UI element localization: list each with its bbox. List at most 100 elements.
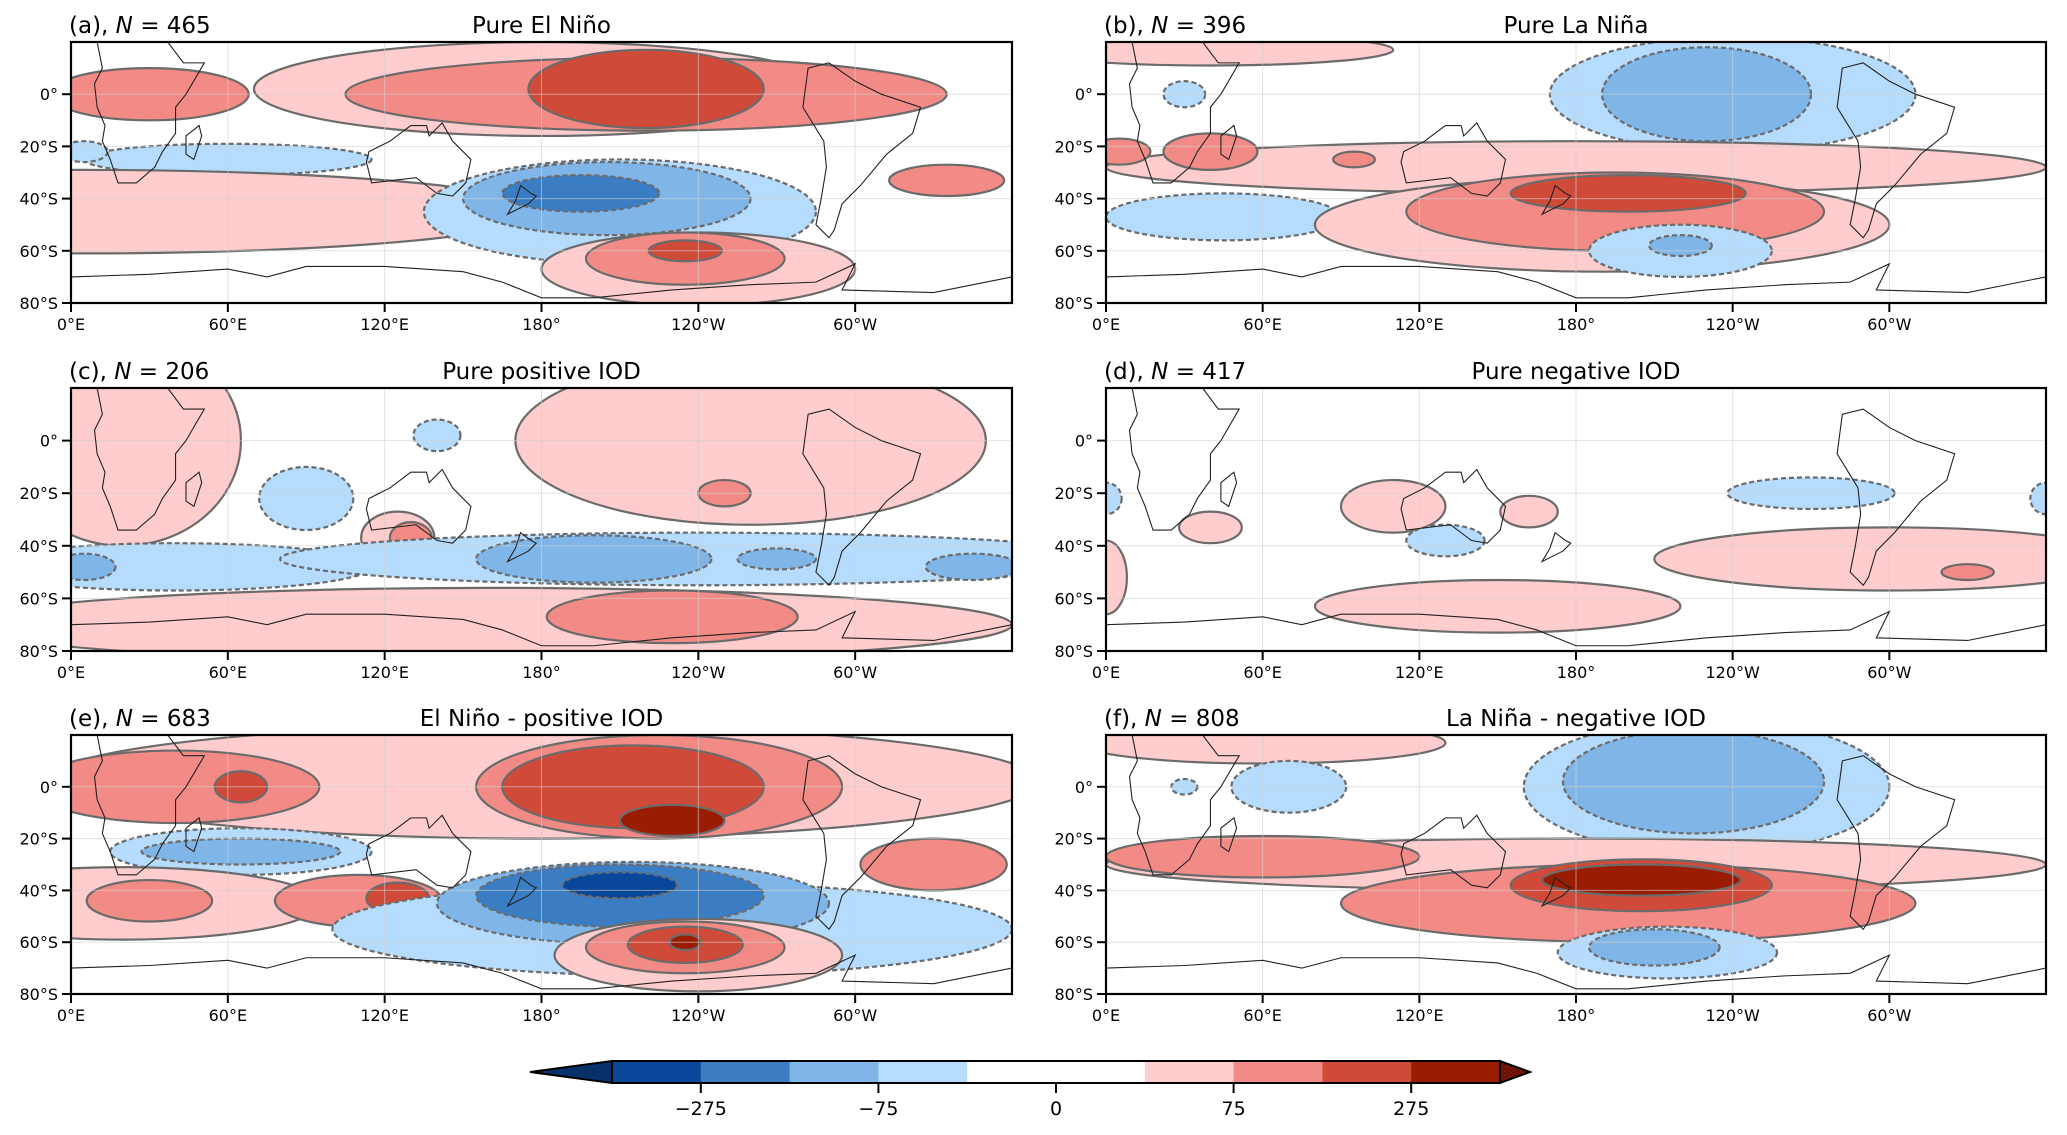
positive-anomaly-contour <box>1106 42 1395 67</box>
coastline-australia <box>365 122 472 197</box>
negative-anomaly-contour <box>1405 523 1486 558</box>
coastline-africa <box>1128 42 1241 184</box>
positive-anomaly-contour <box>1313 578 1682 634</box>
positive-anomaly-contour <box>618 803 726 838</box>
lat-tick-label: 0° <box>1075 85 1093 104</box>
positive-anomaly-contour <box>1499 494 1559 529</box>
lon-tick-label: 120°E <box>1395 663 1444 682</box>
lon-tick-label: 60°E <box>1243 663 1281 682</box>
positive-anomaly-contour <box>545 589 799 645</box>
sample-size-value: = 396 <box>1168 13 1246 39</box>
lat-tick-label: 60°S <box>19 242 58 261</box>
lat-tick-label: 0° <box>40 432 58 451</box>
lon-tick-label: 60°W <box>1867 663 1911 682</box>
anomaly-field <box>1106 42 2046 303</box>
sample-size-symbol: N <box>1151 13 1168 39</box>
colorbar-bin <box>1322 1061 1412 1083</box>
lat-tick-label: 40°S <box>19 537 58 556</box>
colorbar-bin <box>612 1061 702 1083</box>
coastline-nz <box>1540 184 1572 216</box>
lon-tick-label: 120°E <box>1395 315 1444 334</box>
colorbar-bin <box>967 1061 1057 1083</box>
colorbar: −275 −75 0 75 275 <box>529 1059 1533 1120</box>
lon-tick-label: 0°E <box>57 1006 85 1025</box>
lat-tick-label: 60°S <box>19 589 58 608</box>
negative-anomaly-contour <box>71 140 109 164</box>
coastline-australia <box>1400 122 1507 197</box>
negative-anomaly-contour <box>924 552 1012 582</box>
coastline-australia <box>1400 814 1507 889</box>
lon-tick-label: 60°E <box>209 663 247 682</box>
panel-letter: (f), <box>1104 706 1145 732</box>
positive-anomaly-contour <box>1332 150 1377 169</box>
lon-tick-label: 60°W <box>1867 315 1911 334</box>
panel-title: La Niña - negative IOD <box>1446 706 1706 732</box>
sample-size-value: = 417 <box>1168 359 1246 385</box>
positive-anomaly-contour <box>1653 526 2046 592</box>
lon-tick-label: 60°W <box>833 315 877 334</box>
panel-letter: (e), <box>69 706 116 732</box>
lon-tick-label: 60°W <box>833 663 877 682</box>
lon-tick-label: 0°E <box>1092 663 1120 682</box>
coastline-nz <box>506 184 538 216</box>
coastline-nz <box>506 876 538 908</box>
coastline-madagascar <box>1220 471 1238 508</box>
lat-tick-label: 20°S <box>19 137 58 156</box>
colorbar-tick-label: 75 <box>1222 1098 1246 1120</box>
coastline-africa <box>93 735 206 876</box>
negative-anomaly-contour <box>561 871 679 900</box>
lon-tick-label: 180° <box>1557 315 1596 334</box>
coastline-africa <box>93 42 206 184</box>
lat-tick-label: 60°S <box>1054 589 1093 608</box>
panel-b: 0° 20°S 40°S 60°S 80°S 0°E 60°E 120°E 180° 120°W 6… <box>1054 13 2048 334</box>
lon-tick-label: 120°E <box>1395 1006 1444 1025</box>
sample-size-symbol: N <box>116 706 133 732</box>
coastline-samerica <box>1836 62 1956 239</box>
positive-anomaly-contour <box>888 163 1006 198</box>
sample-size-value: = 206 <box>131 359 209 385</box>
coastline-nz <box>1540 876 1572 908</box>
lon-tick-label: 120°E <box>360 315 409 334</box>
lon-tick-label: 120°E <box>360 663 409 682</box>
lat-tick-label: 20°S <box>19 484 58 503</box>
colorbar-bin <box>789 1061 879 1083</box>
lat-tick-label: 20°S <box>1054 484 1093 503</box>
sample-size-symbol: N <box>1145 706 1162 732</box>
sample-size-symbol: N <box>1151 359 1168 385</box>
anomaly-field <box>71 735 1012 994</box>
panel-label: (c), N = 206 <box>69 359 209 385</box>
panel-c: 0° 20°S 40°S 60°S 80°S 0°E 60°E 120°E 180° 120°W 6… <box>19 359 1014 682</box>
sample-size-symbol: N <box>116 13 133 39</box>
panel-letter: (d), <box>1104 359 1151 385</box>
lon-tick-label: 120°W <box>1705 315 1760 334</box>
colorbar-extend-min <box>529 1059 613 1085</box>
colorbar-bin <box>1056 1061 1146 1083</box>
panel-d: 0° 20°S 40°S 60°S 80°S 0°E 60°E 120°E 180° 120°W 6… <box>1054 359 2048 682</box>
lat-tick-label: 0° <box>1075 432 1093 451</box>
negative-anomaly-contour <box>258 465 355 532</box>
positive-anomaly-contour <box>1178 510 1243 545</box>
coastline-antarctica <box>1106 262 2046 299</box>
lat-tick-label: 40°S <box>1054 881 1093 900</box>
panel-title: Pure La Niña <box>1504 13 1649 39</box>
lon-tick-label: 180° <box>1557 1006 1596 1025</box>
lon-tick-label: 120°W <box>1705 1006 1760 1025</box>
lat-tick-label: 40°S <box>19 881 58 900</box>
panel-title: Pure positive IOD <box>442 359 641 385</box>
coastline-antarctica <box>71 610 1012 647</box>
coastline-nz <box>1540 531 1572 563</box>
panel-letter: (a), <box>69 13 116 39</box>
lat-tick-label: 0° <box>1075 778 1093 797</box>
positive-anomaly-contour <box>1540 863 1742 897</box>
coastline-australia <box>1400 468 1507 544</box>
negative-anomaly-contour <box>501 174 661 213</box>
coastline-samerica <box>802 755 922 931</box>
coastline-samerica <box>1836 755 1956 931</box>
panel-label: (d), N = 417 <box>1104 359 1246 385</box>
lon-tick-label: 60°E <box>1243 1006 1281 1025</box>
lon-tick-label: 120°W <box>671 663 726 682</box>
lat-tick-label: 80°S <box>19 642 58 661</box>
lon-tick-label: 0°E <box>57 663 85 682</box>
colorbar-extend-max <box>1499 1059 1533 1085</box>
